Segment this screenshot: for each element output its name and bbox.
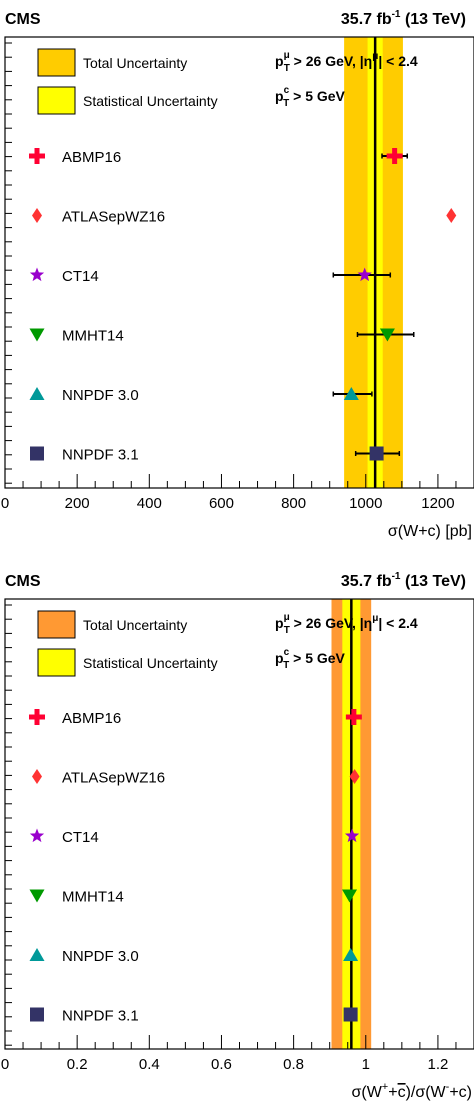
chart0-prediction-nnpdf-3-0: NNPDF 3.0 xyxy=(29,387,373,404)
chart0-legend-marker xyxy=(32,208,42,223)
chart1-legend-marker xyxy=(29,948,45,961)
chart0-prediction-atlasepwz16: ATLASepWZ16 xyxy=(32,208,457,226)
chart0-prediction-abmp16: ABMP16 xyxy=(29,148,409,166)
chart0-header-cms: CMS xyxy=(5,11,41,28)
chart1-x-tick-label: 1.2 xyxy=(427,1056,448,1073)
chart1-x-tick-label: 0.2 xyxy=(67,1056,88,1073)
chart0-x-tick-label: 600 xyxy=(209,495,234,512)
chart1-x-axis-label: σ(W++c)/σ(W-+c) xyxy=(351,1081,472,1101)
chart0-data-point xyxy=(379,328,395,342)
chart0-legend-marker xyxy=(29,267,45,282)
chart0-prediction-label: NNPDF 3.1 xyxy=(62,447,139,464)
chart0-x-tick-label: 200 xyxy=(65,495,90,512)
chart1-legend-label-0: Total Uncertainty xyxy=(83,617,187,633)
chart0-prediction-label: NNPDF 3.0 xyxy=(62,387,139,404)
chart1-prediction-abmp16: ABMP16 xyxy=(29,709,362,727)
chart1-data-point xyxy=(349,769,360,784)
chart0-legend-marker xyxy=(29,387,45,400)
chart1-legend-swatch-1 xyxy=(37,648,76,677)
chart1-prediction-label: NNPDF 3.0 xyxy=(62,948,139,965)
chart1-prediction-nnpdf-3-0: NNPDF 3.0 xyxy=(29,948,359,965)
chart1-data-point xyxy=(343,948,359,961)
chart1-legend-label-1: Statistical Uncertainty xyxy=(83,655,218,671)
chart0-legend-marker xyxy=(29,328,45,342)
chart0-legend-swatch-1 xyxy=(37,86,76,115)
chart0-cut-text-2: pc T > 5 GeV xyxy=(275,85,346,109)
chart0-legend-label-1: Statistical Uncertainty xyxy=(83,93,218,109)
chart1-data-point xyxy=(344,828,360,843)
chart0-data-point xyxy=(369,446,384,461)
chart1-x-tick-label: 0.8 xyxy=(283,1056,304,1073)
chart0-x-tick-label: 1000 xyxy=(349,495,382,512)
chart1-x-tick-label: 0.4 xyxy=(139,1056,160,1073)
chart1-prediction-atlasepwz16: ATLASepWZ16 xyxy=(32,769,360,787)
chart0-data-point xyxy=(343,387,359,400)
chart1-legend-marker xyxy=(30,1007,44,1022)
chart0-prediction-label: MMHT14 xyxy=(62,328,124,345)
chart0-legend-marker xyxy=(30,446,44,461)
chart1-legend-marker xyxy=(32,769,42,784)
chart1-header-cms: CMS xyxy=(5,573,41,590)
chart1-prediction-label: ATLASepWZ16 xyxy=(62,770,165,787)
chart1-prediction-mmht14: MMHT14 xyxy=(29,889,358,906)
chart0-prediction-label: ATLASepWZ16 xyxy=(62,209,165,226)
chart1-legend-swatch-0 xyxy=(37,610,76,639)
chart1-legend-marker xyxy=(29,709,45,725)
chart1-cut-text-2: pc T > 5 GeV xyxy=(275,647,346,671)
chart1-prediction-nnpdf-3-1: NNPDF 3.1 xyxy=(30,1007,358,1025)
chart1-data-point xyxy=(342,889,358,903)
chart0-panel: CMS 35.7 fb-1 (13 TeV) 0 200 400 600 800 1000 12… xyxy=(1,9,474,540)
chart0-x-tick-label: 800 xyxy=(281,495,306,512)
chart0-x-tick-label: 400 xyxy=(137,495,162,512)
chart1-panel: CMS 35.7 fb-1 (13 TeV) 0 0.2 0.4 0.6 0.8 1 1.2 σ(… xyxy=(1,571,474,1101)
chart0-prediction-label: CT14 xyxy=(62,268,99,285)
chart1-prediction-label: MMHT14 xyxy=(62,889,124,906)
chart0-legend-label-0: Total Uncertainty xyxy=(83,55,187,71)
chart0-x-axis-label: σ(W+c) [pb] xyxy=(388,523,472,540)
chart0-prediction-nnpdf-3-1: NNPDF 3.1 xyxy=(30,446,401,464)
chart0-legend-marker xyxy=(29,148,45,164)
chart0-legend-swatch-0 xyxy=(37,48,76,77)
chart0-x-tick-label: 1200 xyxy=(421,495,454,512)
chart0-prediction-mmht14: MMHT14 xyxy=(29,328,415,345)
chart0-data-point xyxy=(386,148,403,164)
chart1-data-point xyxy=(343,1007,358,1022)
chart1-prediction-label: CT14 xyxy=(62,829,99,846)
chart1-header-lumi: 35.7 fb-1 (13 TeV) xyxy=(341,571,466,590)
chart0-data-point xyxy=(357,267,372,282)
chart1-data-point xyxy=(345,709,362,725)
chart0-prediction-label: ABMP16 xyxy=(62,149,121,166)
chart1-legend-marker xyxy=(29,828,45,843)
chart0-data-point xyxy=(446,208,457,223)
chart0-header-lumi: 35.7 fb-1 (13 TeV) xyxy=(341,9,466,28)
chart1-prediction-label: NNPDF 3.1 xyxy=(62,1008,139,1025)
chart1-legend-marker xyxy=(29,889,45,903)
chart1-x-tick-label: 0 xyxy=(1,1056,9,1073)
chart1-prediction-label: ABMP16 xyxy=(62,710,121,727)
chart1-x-tick-label: 1 xyxy=(362,1056,370,1073)
chart1-cut-text-1: pμ T > 26 GeV, |ημ| < 2.4 xyxy=(275,612,418,636)
chart1-prediction-ct14: CT14 xyxy=(29,828,360,846)
chart1-x-tick-label: 0.6 xyxy=(211,1056,232,1073)
chart0-prediction-ct14: CT14 xyxy=(29,267,392,285)
chart0-x-tick-label: 0 xyxy=(1,495,9,512)
chart0-cut-text-1: pμ T > 26 GeV, |ημ| < 2.4 xyxy=(275,50,418,74)
